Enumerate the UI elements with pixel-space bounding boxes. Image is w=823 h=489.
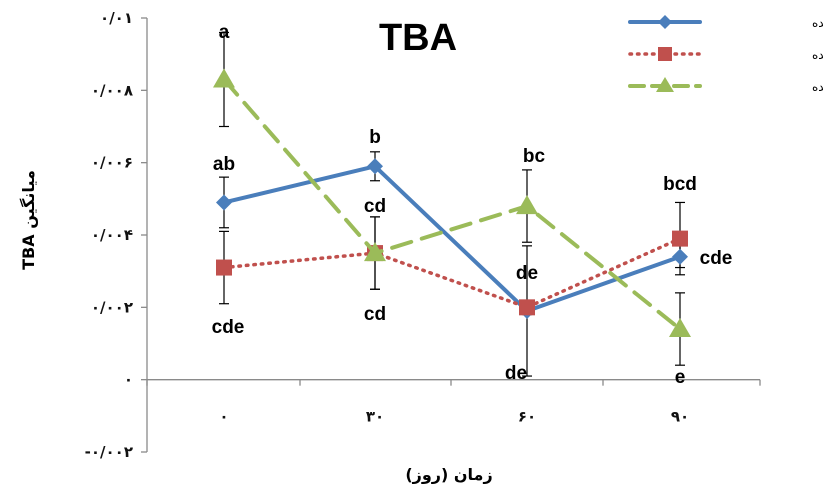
y-tick-label: ۰/۰۱	[100, 9, 133, 27]
data-point-square	[216, 259, 232, 276]
significance-label: de	[516, 263, 538, 284]
significance-label: cd	[364, 304, 386, 325]
x-tick-label: ۹۰	[671, 408, 689, 426]
significance-label: a	[219, 22, 230, 43]
legend-label: خشک و سرخ شده	[812, 80, 823, 95]
data-point-triangle	[364, 242, 386, 262]
annotation-layer: ab b de cde cde cd de bcd a cd bc e	[212, 22, 733, 388]
significance-label: de	[505, 363, 527, 384]
legend-label: سرخ شده	[812, 16, 823, 31]
x-tick-label: ۶۰	[518, 408, 536, 426]
data-point-diamond	[672, 248, 688, 265]
data-point-diamond	[216, 194, 232, 211]
significance-label: cd	[364, 196, 386, 217]
significance-label: bc	[523, 146, 546, 167]
legend-label: خشک شده	[812, 48, 823, 62]
chart-title: TBA	[379, 17, 457, 59]
significance-label: b	[369, 127, 381, 148]
data-point-square	[519, 299, 535, 316]
y-tick-label: ۰/۰۰۴	[91, 226, 133, 244]
significance-label: e	[675, 367, 686, 388]
y-tick-label: ۰/۰۰۶	[91, 154, 133, 172]
significance-label: ab	[213, 154, 235, 175]
data-point-triangle	[669, 318, 691, 338]
x-tick-label: ۳۰	[366, 408, 384, 426]
series-line-1	[222, 164, 682, 313]
x-tick-label: ۰	[219, 408, 228, 426]
series-line-2	[222, 236, 682, 310]
legend-marker-triangle	[656, 77, 674, 92]
legend-marker-square	[658, 47, 672, 61]
y-tick-label: -۰/۰۰۲	[85, 443, 133, 461]
data-point-triangle	[516, 195, 538, 215]
data-point-triangle	[213, 68, 235, 88]
legend-marker-diamond	[658, 15, 672, 29]
series-layer	[213, 31, 691, 377]
axes-layer: ۰/۰۱ ۰/۰۰۸ ۰/۰۰۶ ۰/۰۰۴ ۰/۰۰۲ ۰ -۰/۰۰۲ ۰ ۳۰ ۶۰ ۹۰	[85, 9, 761, 461]
x-axis-label: زمان (روز)	[405, 465, 492, 484]
significance-label: cde	[212, 317, 245, 338]
y-tick-label: ۰	[124, 371, 133, 389]
y-tick-label: ۰/۰۰۸	[91, 81, 133, 99]
significance-label: bcd	[663, 174, 697, 195]
y-tick-label: ۰/۰۰۲	[91, 298, 133, 316]
y-axis-label: میانگین TBA	[19, 170, 38, 270]
data-point-square	[672, 230, 688, 247]
series-line-3	[222, 77, 682, 332]
significance-label: cde	[700, 248, 733, 269]
data-point-diamond	[367, 158, 383, 175]
legend: سرخ شده خشک شده خشک و سرخ شده	[628, 15, 823, 95]
